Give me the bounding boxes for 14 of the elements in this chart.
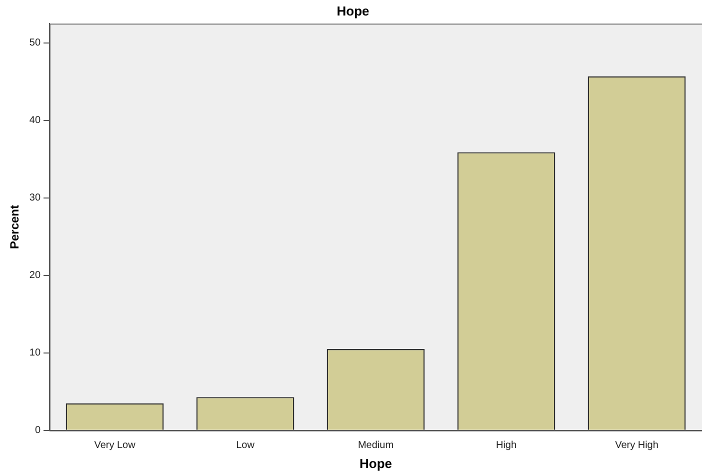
x-tick-label: Very Low: [94, 440, 136, 452]
y-tick-label: 10: [29, 348, 41, 359]
x-tick-label: High: [496, 440, 517, 452]
x-tick-label: Very High: [615, 440, 658, 452]
y-tick-label: 40: [29, 115, 41, 126]
x-axis-title: Hope: [360, 456, 392, 471]
y-axis-title: Percent: [8, 204, 22, 250]
x-tick-label: Medium: [358, 440, 394, 452]
x-tick-label: Low: [236, 440, 256, 452]
y-tick-label: 50: [29, 38, 41, 49]
chart-title: Hope: [336, 3, 370, 18]
y-tick-label: 0: [34, 425, 41, 436]
y-tick-label: 30: [29, 192, 41, 204]
y-tick-label: 20: [29, 270, 41, 282]
